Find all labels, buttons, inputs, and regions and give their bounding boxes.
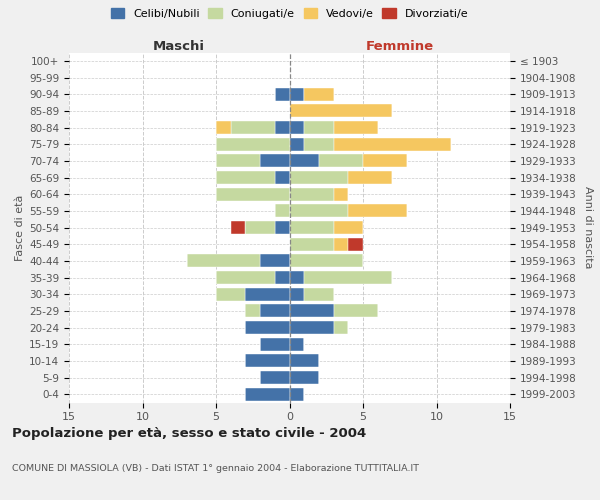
Text: Maschi: Maschi — [153, 40, 205, 54]
Bar — [290, 371, 319, 384]
Bar — [319, 154, 363, 168]
Bar — [260, 338, 290, 350]
Bar — [260, 304, 290, 318]
Text: COMUNE DI MASSIOLA (VB) - Dati ISTAT 1° gennaio 2004 - Elaborazione TUTTITALIA.I: COMUNE DI MASSIOLA (VB) - Dati ISTAT 1° … — [12, 464, 419, 473]
Bar — [187, 254, 260, 268]
Bar — [290, 354, 319, 368]
Bar — [290, 154, 319, 168]
Bar — [290, 254, 363, 268]
Bar — [334, 121, 378, 134]
Bar — [290, 388, 304, 400]
Bar — [216, 188, 290, 200]
Bar — [290, 221, 334, 234]
Bar — [290, 188, 334, 200]
Bar — [245, 304, 260, 318]
Legend: Celibi/Nubili, Coniugati/e, Vedovi/e, Divorziati/e: Celibi/Nubili, Coniugati/e, Vedovi/e, Di… — [106, 4, 473, 24]
Bar — [334, 304, 378, 318]
Bar — [290, 288, 304, 300]
Y-axis label: Anni di nascita: Anni di nascita — [583, 186, 593, 269]
Bar — [216, 154, 260, 168]
Bar — [231, 221, 245, 234]
Bar — [304, 121, 334, 134]
Bar — [290, 88, 304, 101]
Bar — [275, 171, 290, 184]
Bar — [334, 138, 451, 150]
Bar — [231, 121, 275, 134]
Bar — [334, 221, 363, 234]
Bar — [290, 304, 334, 318]
Bar — [290, 271, 304, 284]
Bar — [245, 354, 290, 368]
Bar — [290, 204, 348, 218]
Text: Popolazione per età, sesso e stato civile - 2004: Popolazione per età, sesso e stato civil… — [12, 428, 366, 440]
Bar — [216, 271, 275, 284]
Bar — [216, 121, 230, 134]
Bar — [304, 288, 334, 300]
Bar — [290, 321, 334, 334]
Bar — [275, 271, 290, 284]
Bar — [290, 121, 304, 134]
Bar — [275, 204, 290, 218]
Bar — [304, 88, 334, 101]
Bar — [260, 154, 290, 168]
Bar — [334, 238, 348, 250]
Bar — [363, 154, 407, 168]
Bar — [334, 188, 348, 200]
Bar — [290, 338, 304, 350]
Bar — [348, 238, 363, 250]
Text: Femmine: Femmine — [365, 40, 434, 54]
Bar — [245, 321, 290, 334]
Bar — [290, 171, 348, 184]
Bar — [334, 321, 348, 334]
Bar — [245, 388, 290, 400]
Bar — [304, 271, 392, 284]
Bar — [245, 288, 290, 300]
Bar — [348, 171, 392, 184]
Bar — [275, 88, 290, 101]
Bar — [304, 138, 334, 150]
Y-axis label: Fasce di età: Fasce di età — [15, 194, 25, 260]
Bar — [290, 104, 392, 118]
Bar — [275, 221, 290, 234]
Bar — [260, 254, 290, 268]
Bar — [216, 138, 290, 150]
Bar — [275, 121, 290, 134]
Bar — [216, 171, 275, 184]
Bar — [290, 138, 304, 150]
Bar — [348, 204, 407, 218]
Bar — [260, 371, 290, 384]
Bar — [290, 238, 334, 250]
Bar — [216, 288, 245, 300]
Bar — [245, 221, 275, 234]
